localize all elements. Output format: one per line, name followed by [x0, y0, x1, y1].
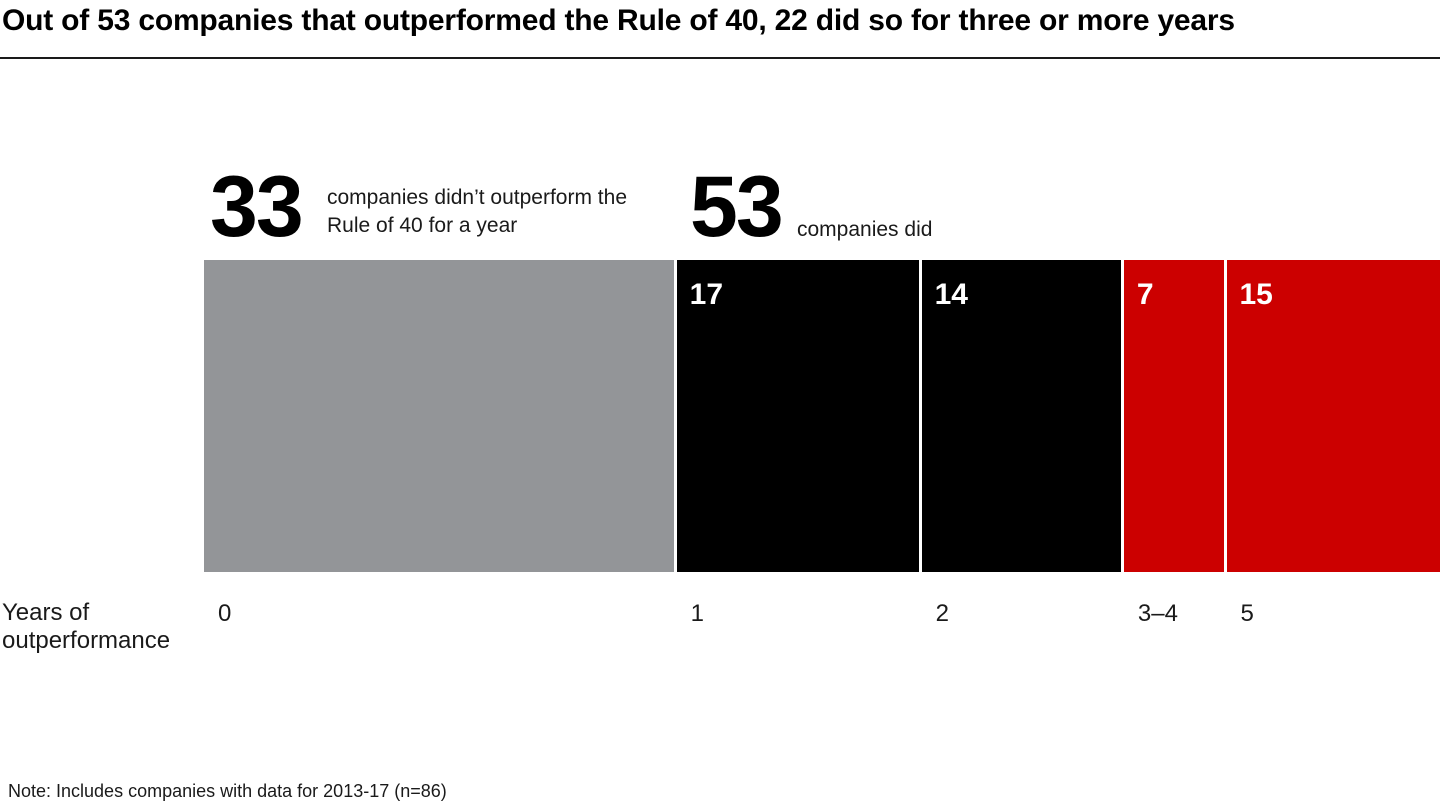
footnote: Note: Includes companies with data for 2… — [8, 781, 447, 801]
page-title: Out of 53 companies that outperformed th… — [2, 4, 1235, 37]
bar-value-label: 14 — [934, 278, 968, 311]
bar-fill: 17 — [676, 260, 919, 572]
x-axis-tick-label: 3–4 — [1137, 600, 1178, 627]
bar-value-label: 17 — [689, 278, 724, 311]
bar-value-label: 15 — [1239, 278, 1273, 311]
stat-caption-not-outperformed: companies didn’t outperform the Rule of … — [327, 186, 627, 237]
x-axis-tick-label: 1 — [690, 600, 705, 627]
proportional-bar-chart: 0 17 1 14 2 7 3–4 15 5 — [204, 260, 1440, 628]
x-axis-tick-label: 0 — [218, 600, 232, 627]
chart-segment-0: 0 — [204, 260, 674, 628]
chart-segment-3–4: 7 3–4 — [1123, 260, 1224, 628]
chart-segment-2: 14 2 — [921, 260, 1121, 628]
chart-segment-5: 15 5 — [1226, 260, 1440, 628]
bar-fill — [204, 260, 674, 572]
bar-fill: 14 — [921, 260, 1121, 572]
stat-caption-outperformed: companies did — [797, 218, 933, 241]
x-axis-tick-label: 2 — [935, 600, 949, 627]
stat-number-outperformed: 53 — [690, 159, 784, 255]
title-divider — [0, 57, 1440, 59]
stat-number-not-outperformed: 33 — [210, 159, 304, 255]
chart-segment-1: 17 1 — [676, 260, 919, 628]
x-axis-title: Years of outperformance — [2, 599, 171, 654]
bar-value-label: 7 — [1136, 278, 1154, 311]
bar-fill: 7 — [1123, 260, 1224, 572]
bar-fill: 15 — [1226, 260, 1440, 572]
x-axis-tick-label: 5 — [1240, 600, 1254, 627]
